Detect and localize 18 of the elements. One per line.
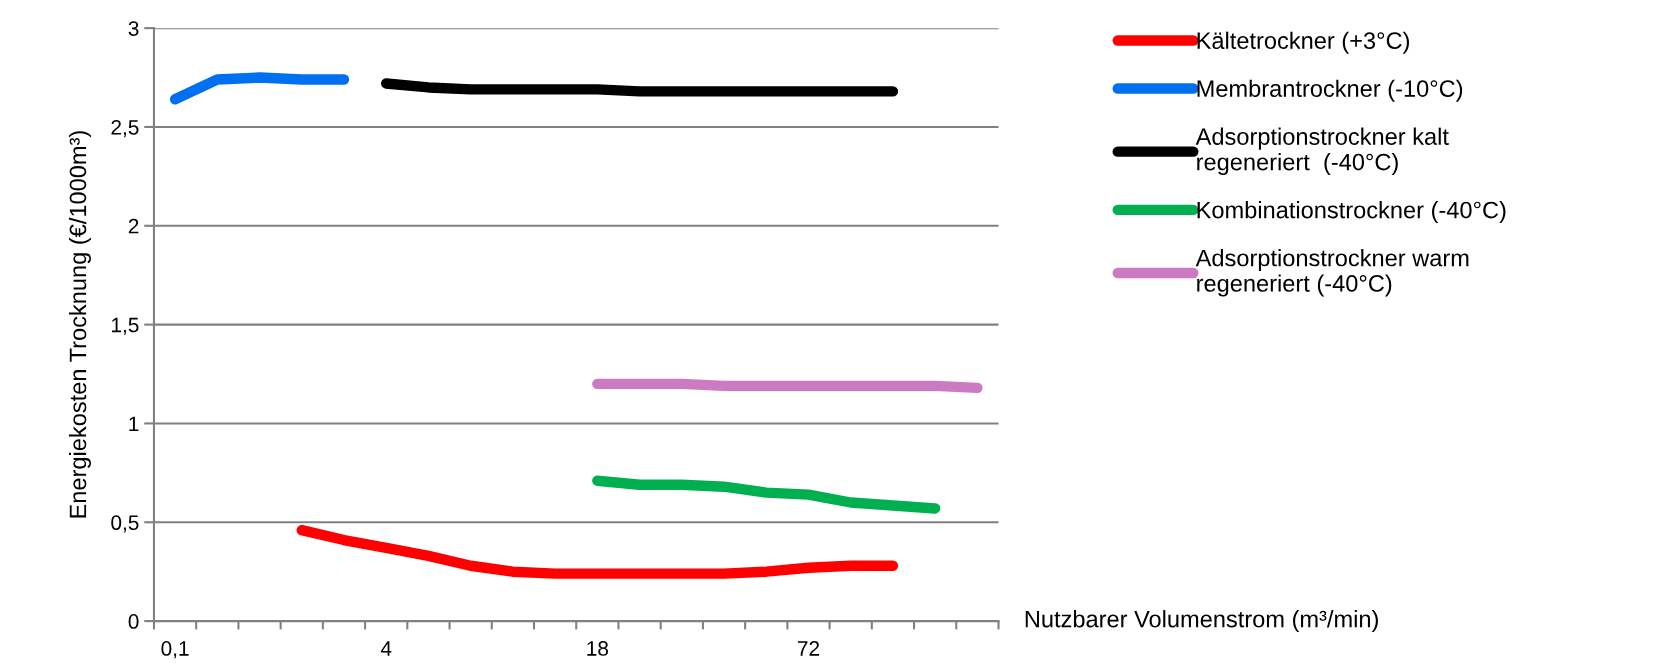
x-tick-label: 18 xyxy=(587,641,609,656)
legend-label: Adsorptionstrockner kalt regeneriert (-40°C) xyxy=(1195,127,1449,176)
x-tick-label: 4 xyxy=(380,641,392,656)
y-tick-label: 0,5 xyxy=(111,515,139,533)
y-tick-label: 2 xyxy=(128,218,139,234)
y-tick-label: 0 xyxy=(128,614,139,629)
legend-label: Kombinationstrockner (-40°C) xyxy=(1197,201,1506,224)
x-axis-title: Nutzbarer Volumenstrom (m³/min) xyxy=(1025,610,1378,633)
y-tick-label: 3 xyxy=(128,21,139,36)
x-tick-label: 0,1 xyxy=(161,641,189,659)
legend-label: Membrantrockner (-10°C) xyxy=(1197,79,1463,102)
x-tick-label: 72 xyxy=(797,641,820,656)
legend-label: Kältetrockner (+3°C) xyxy=(1197,31,1409,54)
y-tick-label: 2,5 xyxy=(111,119,139,138)
y-tick-label: 1 xyxy=(129,416,139,431)
y-tick-label: 1,5 xyxy=(112,317,139,335)
legend-label: Adsorptionstrockner warm regeneriert (-40°C) xyxy=(1195,249,1469,297)
y-axis-title: Energiekosten Trocknung (€/1000m³) xyxy=(68,131,91,518)
